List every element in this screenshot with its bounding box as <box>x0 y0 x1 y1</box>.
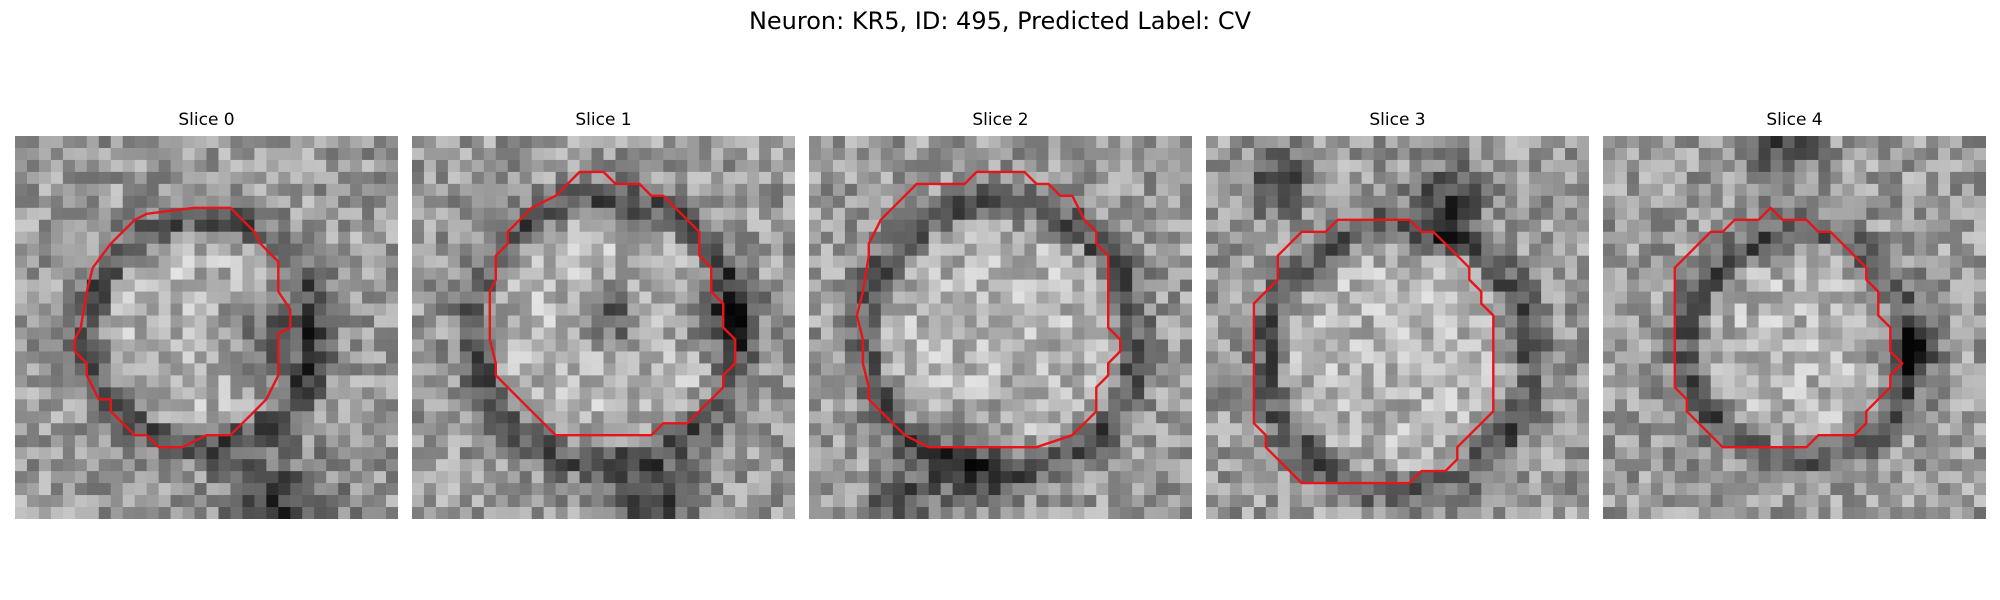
segmentation-contour <box>1252 218 1495 485</box>
slice-panel-1: Slice 1 <box>412 110 795 519</box>
slice-panel-0: Slice 0 <box>15 110 398 519</box>
pixel-grid <box>809 136 1192 519</box>
segmentation-contour <box>73 206 292 449</box>
pixel-grid <box>15 136 398 519</box>
slice-image-2 <box>809 136 1192 519</box>
slice-title-3: Slice 3 <box>1369 110 1426 130</box>
slice-panel-3: Slice 3 <box>1206 110 1589 519</box>
slice-panel-2: Slice 2 <box>809 110 1192 519</box>
slice-title-1: Slice 1 <box>575 110 632 130</box>
pixel-grid <box>412 136 795 519</box>
slice-image-3 <box>1206 136 1589 519</box>
figure-title: Neuron: KR5, ID: 495, Predicted Label: C… <box>748 7 1252 35</box>
pixel-grid <box>1603 136 1986 519</box>
pixel-grid <box>1206 136 1589 519</box>
segmentation-contour <box>1673 206 1904 449</box>
slice-panel-4: Slice 4 <box>1603 110 1986 519</box>
slice-image-4 <box>1603 136 1986 519</box>
segmentation-contour <box>855 170 1122 449</box>
segmentation-contour <box>488 170 737 437</box>
slice-title-0: Slice 0 <box>178 110 235 130</box>
slice-image-1 <box>412 136 795 519</box>
slice-title-2: Slice 2 <box>972 110 1029 130</box>
slice-title-4: Slice 4 <box>1766 110 1823 130</box>
slice-image-0 <box>15 136 398 519</box>
